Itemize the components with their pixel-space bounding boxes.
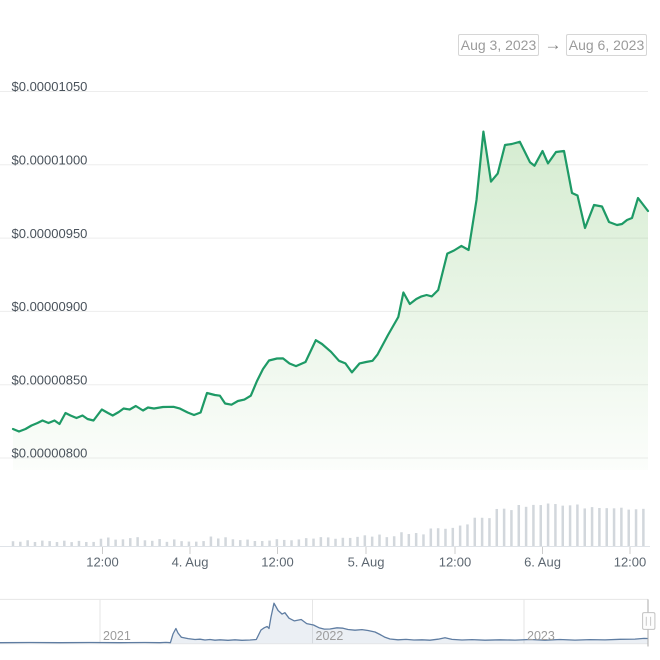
svg-text:12:00: 12:00 — [261, 555, 294, 570]
svg-text:$0.00000850: $0.00000850 — [12, 372, 88, 387]
svg-text:2023: 2023 — [527, 629, 555, 643]
svg-text:12:00: 12:00 — [439, 555, 472, 570]
svg-text:$0.00001050: $0.00001050 — [12, 79, 88, 94]
svg-text:$0.00000900: $0.00000900 — [12, 299, 88, 314]
svg-text:4. Aug: 4. Aug — [172, 555, 209, 570]
svg-text:$0.00000950: $0.00000950 — [12, 226, 88, 241]
svg-text:12:00: 12:00 — [614, 555, 647, 570]
svg-text:2022: 2022 — [316, 629, 344, 643]
svg-text:$0.00000800: $0.00000800 — [12, 446, 88, 461]
svg-text:12:00: 12:00 — [86, 555, 119, 570]
svg-text:$0.00001000: $0.00001000 — [12, 153, 88, 168]
svg-text:6. Aug: 6. Aug — [524, 555, 561, 570]
svg-text:5. Aug: 5. Aug — [348, 555, 385, 570]
svg-text:2021: 2021 — [103, 629, 131, 643]
